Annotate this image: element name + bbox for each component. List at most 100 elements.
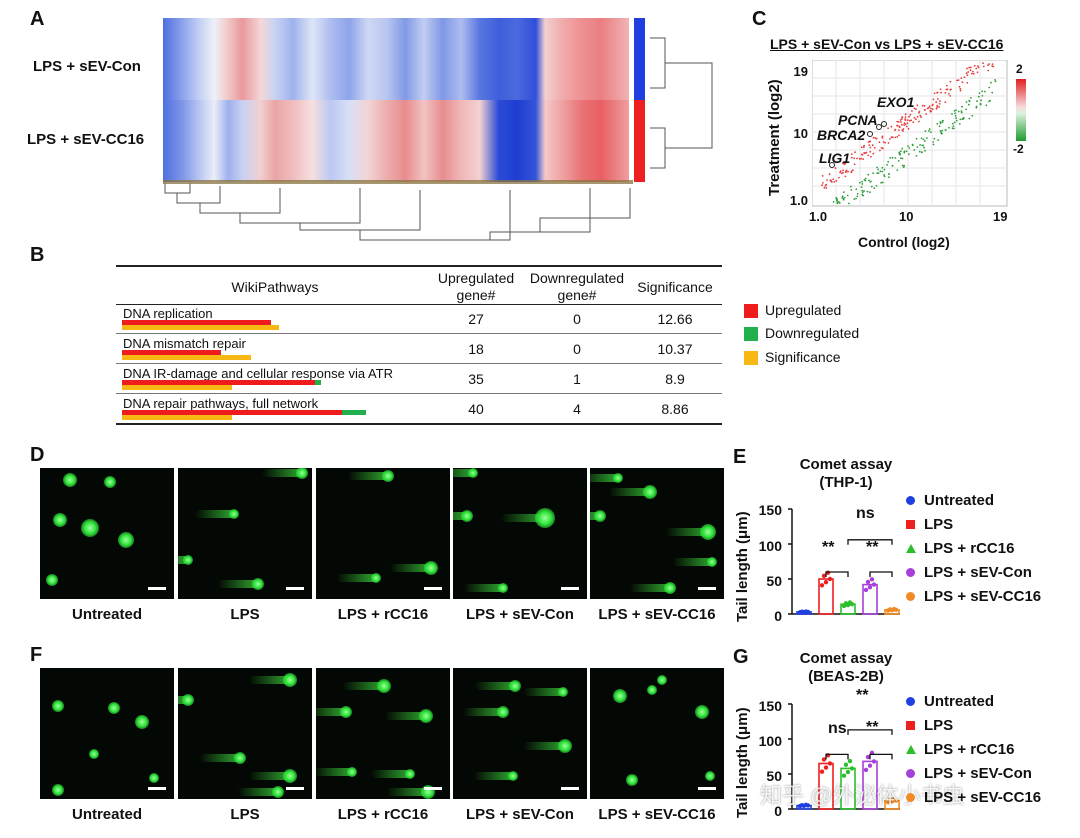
scale-bar xyxy=(286,587,304,590)
scatter-point-up xyxy=(920,116,922,118)
scatter-point-up xyxy=(897,121,900,123)
scatter-point-up xyxy=(889,138,891,140)
scale-bar xyxy=(286,787,304,790)
comet-nucleus xyxy=(647,685,657,695)
col-header-line: gene# xyxy=(456,287,496,303)
scatter-point-up xyxy=(862,158,864,160)
scatter-point-down xyxy=(936,122,939,125)
scatter-point-up xyxy=(901,116,904,119)
scatter-point-down xyxy=(883,168,886,171)
scatter-point-down xyxy=(939,122,942,125)
scatter-point-down xyxy=(913,149,916,151)
scatter-point-up xyxy=(918,111,920,114)
comet-nucleus xyxy=(53,513,67,527)
comet-nucleus xyxy=(707,557,717,567)
colorbar-max: 2 xyxy=(1016,62,1023,76)
comet-nucleus xyxy=(626,774,638,786)
scatter-point-up xyxy=(923,105,926,107)
legend-label-significance: Significance xyxy=(765,349,841,365)
comet-nucleus xyxy=(613,689,627,703)
scatter-point-up xyxy=(968,66,970,69)
scatter-point-down xyxy=(861,191,864,194)
gene-label-exo1: EXO1 xyxy=(877,94,915,110)
beas2b-condition-label: LPS + sEV-CC16 xyxy=(598,806,716,823)
scatter-point-up xyxy=(944,91,947,94)
scatter-point-up xyxy=(915,118,917,121)
scale-bar xyxy=(424,787,442,790)
scatter-point-down xyxy=(842,191,845,194)
scatter-point-up xyxy=(904,113,907,116)
scatter-point-up xyxy=(896,124,898,127)
scatter-point-down xyxy=(924,149,926,152)
scatter-point-down xyxy=(832,201,835,203)
scatter-point-down xyxy=(897,160,900,162)
scale-bar xyxy=(148,787,166,790)
scatter-point-down xyxy=(980,99,983,102)
chart-g-ytick: 0 xyxy=(774,803,782,819)
scatter-point-down xyxy=(930,131,932,133)
scatter-point-up xyxy=(873,147,876,149)
chart-g-legend-marker xyxy=(906,721,915,730)
scatter-point-up xyxy=(958,85,961,88)
scatter-point-down xyxy=(900,157,902,160)
scatter-point-up xyxy=(965,72,968,75)
scatter-ylabel: Treatment (log2) xyxy=(766,79,783,196)
scatter-point-up xyxy=(929,110,932,112)
chart-g-legend-marker xyxy=(906,697,915,706)
scatter-point-up xyxy=(850,153,853,155)
scatter-point-up xyxy=(860,157,862,160)
scatter-point-up xyxy=(959,89,962,92)
comet-nucleus xyxy=(509,680,521,692)
row-divider xyxy=(116,393,722,394)
chart-g-title: Comet assay xyxy=(799,650,893,667)
scatter-point-down xyxy=(977,95,980,98)
scatter-point-up xyxy=(957,79,960,81)
chart-g-legend-label: LPS xyxy=(924,717,954,734)
scatter-point-up xyxy=(918,120,920,123)
scatter-point-down xyxy=(883,174,885,176)
data-point xyxy=(891,606,897,612)
scatter-point-up xyxy=(906,122,909,124)
scatter-ytick: 19 xyxy=(793,64,808,79)
scatter-point-down xyxy=(922,144,925,147)
data-point xyxy=(819,583,825,588)
gene-label-pcna: PCNA xyxy=(838,112,878,128)
comet-tail xyxy=(524,688,563,696)
scatter-point-up xyxy=(927,106,930,109)
chart-g-legend-marker xyxy=(906,769,915,778)
thp1-condition-label: LPS + sEV-CC16 xyxy=(598,606,716,623)
bar-lps-sev-con xyxy=(862,583,878,615)
scatter-point-up xyxy=(821,184,823,187)
scatter-point-up xyxy=(991,65,994,67)
data-point xyxy=(871,582,877,587)
comet-tail xyxy=(464,584,503,592)
chart-e-sig-3: ** xyxy=(866,539,879,556)
scatter-point-up xyxy=(890,136,893,139)
scatter-point-down xyxy=(907,145,909,147)
scatter-point-up xyxy=(933,92,936,95)
scatter-point-up xyxy=(898,134,900,137)
data-point xyxy=(827,576,833,582)
chart-g-ytick: 150 xyxy=(758,698,782,714)
value-significance: 8.86 xyxy=(661,401,689,417)
bar-significance xyxy=(122,385,233,390)
scatter-point-down xyxy=(861,189,864,192)
comet-nucleus xyxy=(149,773,159,783)
scatter-point-down xyxy=(868,179,870,182)
comet-tail xyxy=(249,772,290,780)
scatter-point-up xyxy=(890,125,893,128)
scatter-point-up xyxy=(875,137,878,140)
scatter-point-up xyxy=(949,95,952,97)
comet-nucleus xyxy=(664,582,676,594)
scatter-point-up xyxy=(869,146,872,149)
scatter-point-down xyxy=(955,117,958,120)
scatter-point-down xyxy=(869,191,871,194)
scatter-point-up xyxy=(862,146,865,148)
scatter-point-down xyxy=(888,173,890,175)
scatter-point-down xyxy=(915,137,918,140)
scatter-point-down xyxy=(881,181,884,184)
beas2b-condition-label: LPS xyxy=(230,806,260,823)
scatter-point-up xyxy=(909,113,912,116)
scatter-point-up xyxy=(881,136,884,139)
bar-lps xyxy=(818,578,834,615)
